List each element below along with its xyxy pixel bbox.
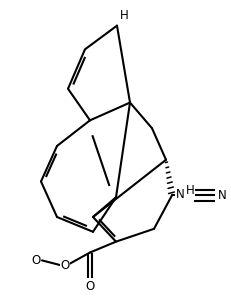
Text: H: H — [119, 9, 128, 22]
Text: H: H — [185, 184, 194, 197]
Text: O: O — [31, 254, 41, 267]
Text: N: N — [175, 188, 184, 201]
Text: N: N — [217, 189, 226, 202]
Text: O: O — [60, 259, 69, 272]
Text: O: O — [85, 281, 94, 293]
